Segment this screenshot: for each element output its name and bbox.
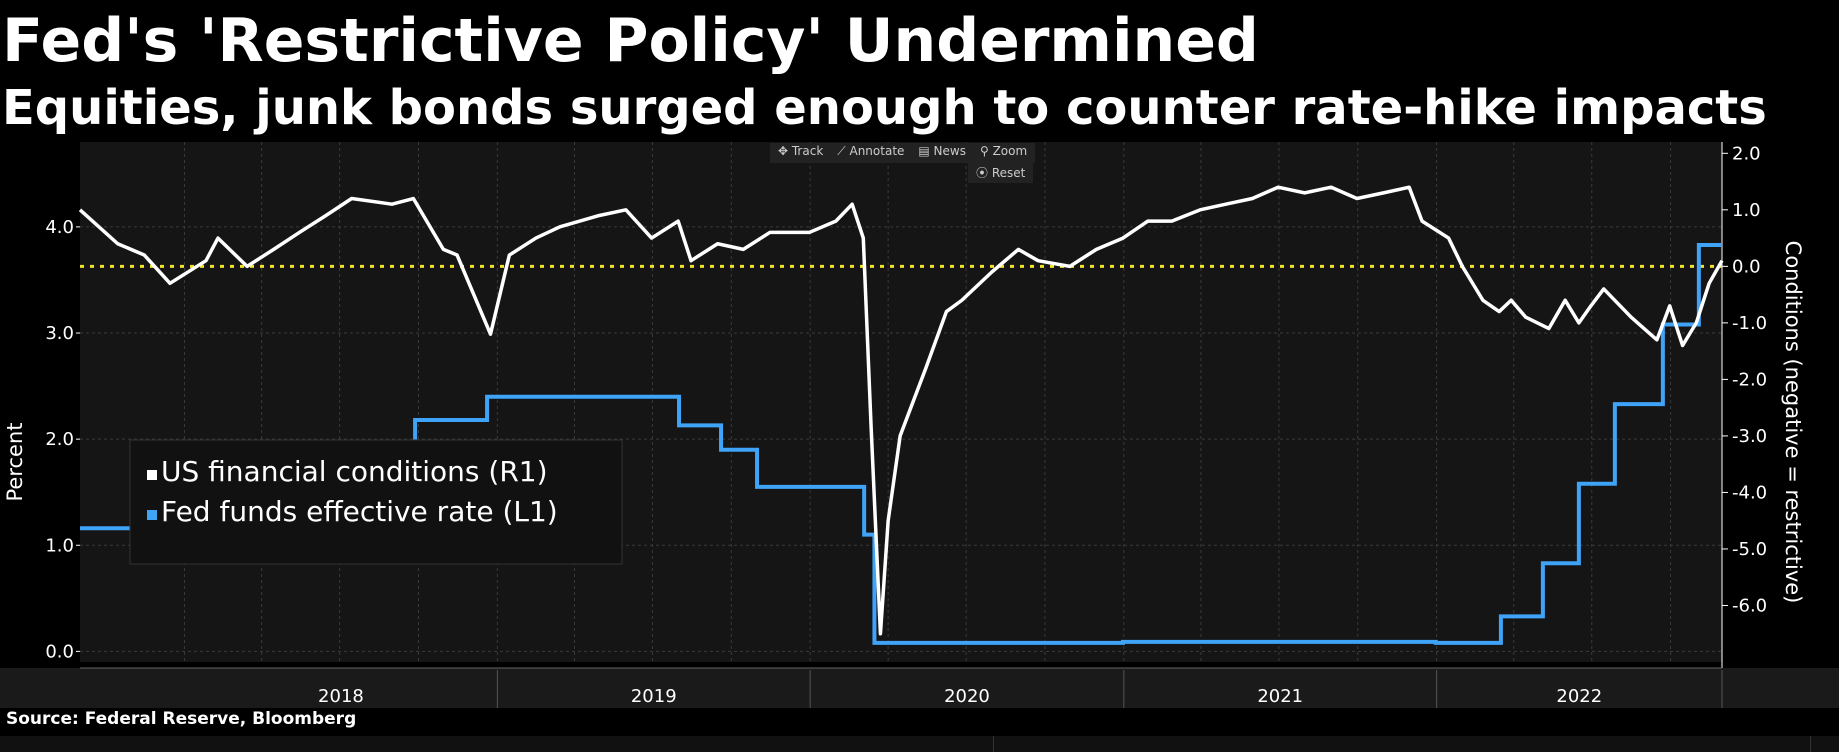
x-tick-label: 2019 xyxy=(631,686,677,707)
y-tick-label-left: 3.0 xyxy=(45,323,74,344)
chart-toolbar: ✥ Track ⟋ Annotate ▤ News ⚲ Zoom xyxy=(770,143,1036,163)
chart-area: 0.0 1.0 2.0 3.0 4.0 2.0 1.0 0.0 -1.0 -2.0 -3.0 -4.0… xyxy=(0,142,1839,713)
x-tick-label: 2020 xyxy=(944,686,990,707)
news-button[interactable]: ▤ News xyxy=(918,144,966,158)
zoom-button[interactable]: ⚲ Zoom xyxy=(979,144,1028,158)
legend: US financial conditions (R1) Fed funds ef… xyxy=(129,439,623,565)
y-tick-label-right: 1.0 xyxy=(1732,200,1761,221)
y-tick-label-right: -4.0 xyxy=(1732,482,1767,503)
bottom-bar xyxy=(0,736,1839,752)
y-tick-label-right: -3.0 xyxy=(1732,426,1767,447)
y-tick-label-right: -5.0 xyxy=(1732,539,1767,560)
y-tick-label-right: -6.0 xyxy=(1732,595,1767,616)
legend-label: US financial conditions (R1) xyxy=(161,455,548,488)
x-tick-label: 2021 xyxy=(1257,686,1303,707)
y-tick-label-right: -2.0 xyxy=(1732,369,1767,390)
y-tick-label-right: 0.0 xyxy=(1732,256,1761,277)
y-tick-label-left: 2.0 xyxy=(45,429,74,450)
bottom-divider xyxy=(1810,736,1811,752)
x-tick-label: 2022 xyxy=(1556,686,1602,707)
y-tick-label-right: 2.0 xyxy=(1732,143,1761,164)
y-axis-title-right: Conditions (negative = restrictive) xyxy=(1781,241,1805,604)
chart-svg: 0.0 1.0 2.0 3.0 4.0 2.0 1.0 0.0 -1.0 -2.0 -3.0 -4.0… xyxy=(0,142,1839,713)
legend-box xyxy=(129,439,623,565)
track-button[interactable]: ✥ Track xyxy=(778,144,824,158)
reset-button[interactable]: ⦿ Reset xyxy=(968,163,1034,183)
y-tick-label-left: 0.0 xyxy=(45,641,74,662)
y-tick-label-left: 4.0 xyxy=(45,217,74,238)
x-tick-label: 2018 xyxy=(318,686,364,707)
legend-label: Fed funds effective rate (L1) xyxy=(161,495,558,528)
y-axis-title-left: Percent xyxy=(3,422,27,501)
annotate-button[interactable]: ⟋ Annotate xyxy=(837,144,905,158)
chart-title: Fed's 'Restrictive Policy' Undermined xyxy=(2,6,1259,76)
y-tick-label-left: 1.0 xyxy=(45,535,74,556)
y-tick-label-right: -1.0 xyxy=(1732,313,1767,334)
legend-swatch xyxy=(147,510,157,520)
plot-background xyxy=(80,142,1722,662)
chart-subtitle: Equities, junk bonds surged enough to co… xyxy=(2,80,1767,136)
x-axis-band xyxy=(0,668,1839,713)
bottom-divider xyxy=(993,736,994,752)
series-financial-conditions xyxy=(78,185,1724,636)
source-note: Source: Federal Reserve, Bloomberg xyxy=(6,709,357,729)
legend-swatch xyxy=(147,470,157,480)
